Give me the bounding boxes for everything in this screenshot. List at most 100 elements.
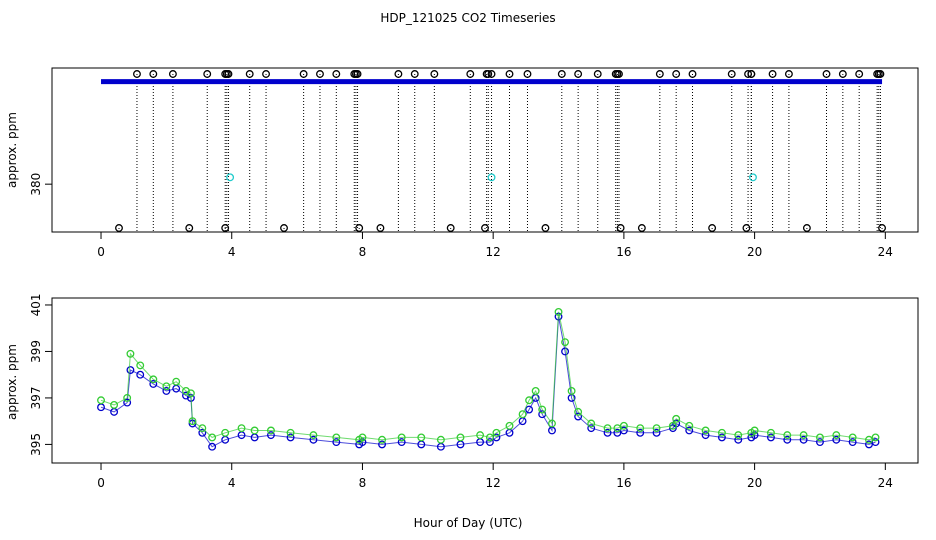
- data-point: [221, 428, 230, 437]
- data-point: [561, 338, 570, 347]
- data-point: [133, 70, 141, 78]
- data-point: [358, 433, 367, 442]
- data-point: [208, 433, 217, 442]
- data-point: [574, 407, 583, 416]
- y-tick-label: 401: [29, 294, 43, 317]
- lower-y-axis-label: approx. ppm: [5, 344, 19, 420]
- data-point: [110, 400, 119, 409]
- data-point: [505, 70, 514, 78]
- data-point: [123, 393, 132, 402]
- data-point: [603, 428, 612, 437]
- data-point: [355, 224, 364, 232]
- data-point: [619, 426, 628, 435]
- data-point: [378, 440, 387, 449]
- data-point: [397, 438, 406, 447]
- data-point: [162, 382, 171, 391]
- data-point: [749, 173, 757, 182]
- data-point: [353, 70, 362, 78]
- x-tick-label: 0: [97, 476, 105, 490]
- data-point: [593, 70, 602, 78]
- data-point: [701, 431, 710, 440]
- data-point: [587, 424, 596, 433]
- data-point: [525, 396, 534, 405]
- series-corrected: [97, 307, 880, 444]
- data-point: [613, 428, 622, 437]
- data-point: [492, 428, 501, 437]
- chart-title: HDP_121025 CO2 Timeseries: [380, 11, 555, 25]
- data-point: [652, 424, 661, 433]
- data-point: [574, 412, 583, 421]
- data-point: [482, 70, 491, 78]
- data-point: [267, 431, 275, 440]
- data-point: [376, 224, 385, 232]
- data-point: [637, 224, 646, 232]
- data-point: [855, 70, 864, 78]
- data-point: [185, 224, 194, 232]
- data-point: [221, 224, 230, 232]
- data-point: [768, 70, 777, 78]
- data-point: [136, 361, 145, 370]
- data-point: [727, 70, 736, 78]
- data-point: [742, 224, 751, 232]
- data-point: [538, 405, 547, 414]
- y-tick-label: 397: [29, 386, 43, 409]
- data-point: [525, 405, 534, 414]
- data-point: [198, 428, 207, 437]
- data-point: [309, 431, 318, 440]
- data-point: [838, 70, 847, 78]
- upper-plot-frame: [51, 67, 919, 233]
- data-point: [203, 70, 212, 78]
- data-point: [250, 426, 259, 435]
- data-point: [832, 431, 841, 440]
- upper-x-ticks: 0 4 8 12 16 20 24: [97, 232, 893, 259]
- data-point: [799, 435, 808, 444]
- data-point: [208, 442, 217, 451]
- data-point: [587, 419, 596, 428]
- data-point: [871, 438, 880, 447]
- data-point: [652, 428, 661, 437]
- data-point: [876, 70, 885, 78]
- x-tick-label: 20: [747, 476, 762, 490]
- upper-panel: 0 4 8 12 16 20 24 380420460 approx. ppm: [5, 67, 919, 259]
- series-zero: [115, 224, 887, 232]
- data-point: [136, 370, 145, 379]
- data-point: [554, 307, 563, 316]
- x-tick-label: 16: [616, 245, 631, 259]
- data-point: [332, 70, 341, 78]
- data-point: [430, 70, 439, 78]
- data-point: [574, 70, 583, 78]
- data-point: [567, 387, 576, 395]
- data-point: [126, 349, 135, 358]
- data-point: [701, 426, 710, 435]
- x-tick-label: 20: [747, 245, 762, 259]
- data-point: [485, 438, 494, 447]
- data-point: [417, 433, 426, 442]
- data-point: [816, 433, 824, 442]
- data-point: [446, 224, 455, 232]
- series-line: [100, 316, 876, 448]
- data-point: [871, 433, 880, 442]
- data-point: [518, 410, 527, 419]
- data-point: [280, 224, 288, 232]
- data-point: [783, 431, 792, 440]
- y-tick-label: 380: [29, 173, 43, 196]
- data-point: [267, 426, 275, 435]
- data-point: [397, 433, 406, 442]
- data-point: [615, 70, 623, 78]
- data-point: [734, 435, 743, 444]
- data-point: [799, 431, 808, 440]
- data-point: [848, 433, 857, 442]
- x-tick-label: 4: [228, 245, 236, 259]
- data-point: [717, 433, 726, 442]
- y-tick-label: 399: [29, 340, 43, 363]
- data-point: [286, 433, 295, 442]
- data-point: [456, 433, 465, 442]
- data-point: [436, 435, 445, 444]
- data-point: [783, 435, 792, 444]
- upper-y-axis-label: approx. ppm: [5, 112, 19, 188]
- data-point: [245, 70, 254, 78]
- data-point: [97, 396, 105, 405]
- data-point: [613, 424, 622, 433]
- data-point: [123, 398, 132, 407]
